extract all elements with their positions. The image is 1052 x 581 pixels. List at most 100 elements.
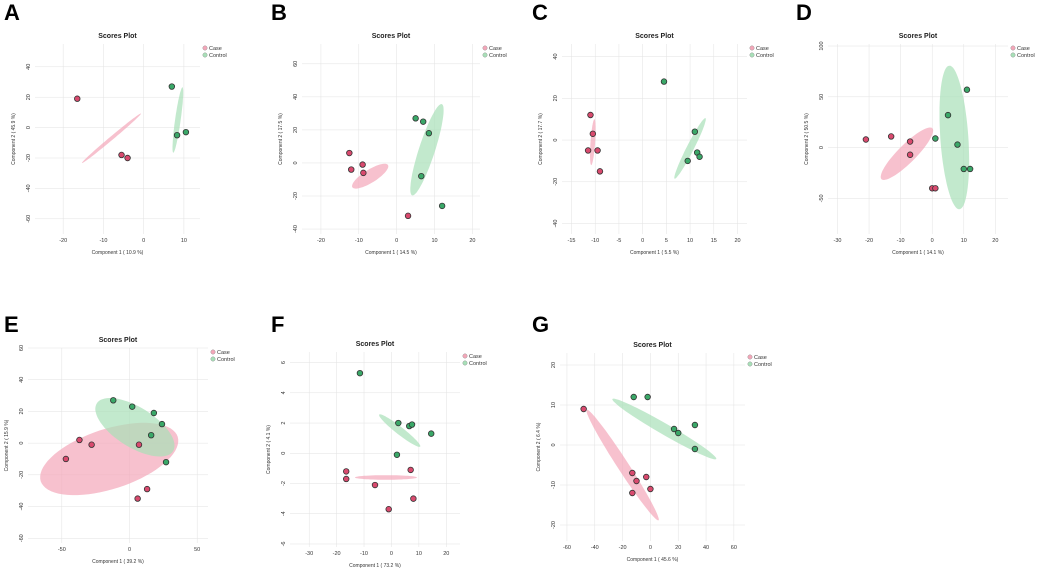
control-ellipse [612,398,717,460]
control-point [966,165,974,173]
case-point [887,133,895,140]
x-tick-label: 10 [961,238,967,244]
control-point [438,202,446,210]
legend-label: Case [756,46,769,52]
case-point [407,466,414,474]
legend-label: Control [217,357,235,363]
legend-label: Control [1017,53,1035,59]
legend-label: Control [754,362,772,368]
case-point [348,166,355,173]
case-point [643,473,650,481]
legend-label: Case [469,354,482,360]
x-tick-label: 50 [194,547,200,553]
y-tick-label: -40 [26,184,32,192]
x-axis-label: Component 1 ( 5.5 %) [630,250,679,256]
y-tick-label: -10 [551,481,557,489]
x-tick-label: -20 [865,238,873,244]
x-tick-label: 40 [703,545,709,551]
x-tick-label: -20 [59,238,67,244]
control-point [173,131,181,139]
x-tick-label: -10 [897,238,905,244]
plot-title: Scores Plot [356,341,395,348]
control-legend-swatch [202,52,208,58]
case-point [862,136,870,143]
panel-letter-e: E [4,312,19,337]
legend-label: Case [489,46,502,52]
case-legend-swatch [202,45,208,51]
y-axis-label: Component 2 ( 6.4 %) [536,422,542,471]
panel-letter-f: F [271,312,285,337]
case-point [134,495,141,502]
control-point [150,409,158,417]
y-axis-label: Component 2 ( 4.1 %) [266,425,272,474]
control-point [425,130,433,137]
x-tick-label: 20 [992,238,998,244]
case-point [62,455,70,463]
case-legend-swatch [462,353,468,359]
control-point [696,153,703,160]
legend-label: Case [217,350,230,356]
control-point [356,369,364,377]
scores-plot-b: Scores Plot -20 -10 0 10 20 -40 -20 0 20 40 60 Compo… [278,33,507,256]
control-point [932,135,939,142]
control-point [162,458,170,466]
panel-letter-b: B [271,0,287,25]
panel-letter-g: G [532,312,550,337]
y-tick-label: -20 [551,521,557,529]
x-tick-label: -10 [591,238,599,244]
y-tick-label: -60 [26,215,32,223]
x-tick-label: 10 [181,238,187,244]
legend-label: Case [209,46,222,52]
y-tick-label: 20 [551,362,557,368]
case-point [629,469,636,477]
y-axis-label: Component 2 ( 17.7 %) [538,113,544,165]
x-tick-label: -20 [619,545,627,551]
y-tick-label: 60 [293,61,299,67]
control-point [644,393,651,401]
control-legend-swatch [482,52,488,58]
y-tick-label: 20 [19,408,25,414]
y-tick-label: 40 [26,64,32,70]
case-point [343,475,350,483]
x-tick-label: 0 [641,238,644,244]
x-tick-label: 0 [390,551,393,557]
x-tick-label: -40 [591,545,599,551]
y-axis-label: Component 2 ( 45.9 %) [11,113,17,165]
control-point [428,430,435,437]
x-tick-label: 20 [443,551,449,557]
case-legend-swatch [482,45,488,51]
case-ellipse [590,119,596,166]
confidence-ellipses [586,398,717,521]
x-tick-label: -10 [360,551,368,557]
y-tick-label: 40 [293,94,299,100]
case-point [360,169,367,177]
control-point [675,429,682,437]
control-point [418,172,425,180]
control-point [158,420,166,428]
panel-letter-d: D [796,0,812,25]
grid [35,44,200,234]
x-axis-label: Component 1 ( 10.9 %) [92,250,144,256]
scores-plot-c: Scores Plot -15 -10 -5 0 5 10 15 20 -40 -20 0 20 40 Co… [538,33,774,256]
x-tick-label: -10 [355,238,363,244]
panel-letter-c: C [532,0,548,25]
control-ellipse [939,65,970,210]
control-point [110,397,117,404]
y-tick-label: 20 [293,127,299,133]
x-tick-label: 10 [687,238,693,244]
case-ellipse [880,127,934,180]
x-tick-label: 20 [675,545,681,551]
x-tick-label: -60 [563,545,571,551]
x-tick-label: 10 [416,551,422,557]
case-legend-swatch [1010,45,1016,51]
legend-label: Case [754,355,767,361]
plot-title: Scores Plot [633,342,672,349]
case-point [589,130,597,137]
scores-plot-g: Scores Plot -60 -40 -20 0 20 40 60 -20 -10 0 10 20 Co… [536,342,772,563]
x-tick-label: 20 [734,238,740,244]
case-point [74,95,81,102]
y-tick-label: 0 [281,452,287,455]
